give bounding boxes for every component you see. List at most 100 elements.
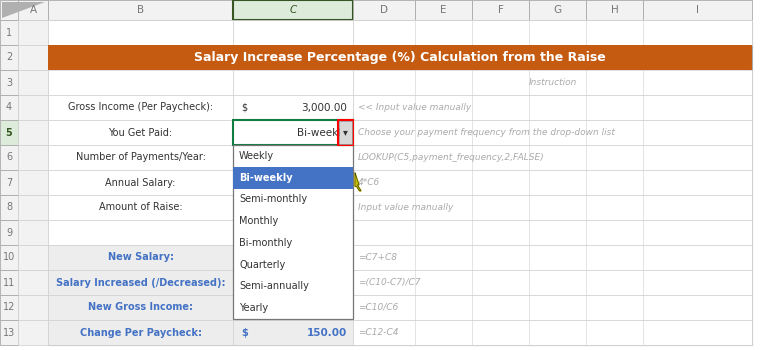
Bar bbox=[18, 245, 48, 270]
Bar bbox=[353, 245, 752, 270]
Bar bbox=[233, 220, 353, 245]
Bar bbox=[0, 20, 18, 45]
Text: 9: 9 bbox=[6, 228, 12, 238]
Bar bbox=[472, 0, 529, 20]
Text: Choose your payment frequency from the drop-down list: Choose your payment frequency from the d… bbox=[358, 128, 615, 137]
Bar bbox=[233, 20, 353, 45]
Bar bbox=[0, 120, 18, 145]
Bar bbox=[18, 95, 48, 120]
Text: 3: 3 bbox=[6, 77, 12, 88]
Bar bbox=[48, 70, 233, 95]
Text: =C10/C6: =C10/C6 bbox=[358, 303, 398, 312]
Bar bbox=[233, 270, 353, 295]
Bar bbox=[586, 0, 643, 20]
Text: Change Per Paycheck:: Change Per Paycheck: bbox=[80, 328, 201, 337]
Text: H: H bbox=[611, 5, 618, 15]
Text: Salary Increase Percentage (%) Calculation from the Raise: Salary Increase Percentage (%) Calculati… bbox=[194, 51, 606, 64]
Bar bbox=[48, 295, 233, 320]
Text: Monthly: Monthly bbox=[239, 216, 278, 226]
Text: E: E bbox=[440, 5, 447, 15]
Text: Instruction: Instruction bbox=[528, 78, 577, 87]
Bar bbox=[233, 170, 353, 195]
Bar bbox=[353, 295, 752, 320]
Text: 13: 13 bbox=[3, 328, 15, 337]
Bar bbox=[18, 70, 48, 95]
Text: 6: 6 bbox=[6, 153, 12, 162]
Bar bbox=[233, 70, 353, 95]
Bar bbox=[48, 45, 752, 70]
Bar bbox=[353, 145, 752, 170]
Text: LOOKUP(C5,payment_frequency,2,FALSE): LOOKUP(C5,payment_frequency,2,FALSE) bbox=[358, 153, 545, 162]
Bar bbox=[0, 0, 48, 20]
Text: Semi-monthly: Semi-monthly bbox=[239, 194, 307, 204]
Text: Bi-monthly: Bi-monthly bbox=[239, 238, 293, 248]
Text: New Gross Income:: New Gross Income: bbox=[88, 302, 193, 313]
Text: =C7+C8: =C7+C8 bbox=[358, 253, 397, 262]
Bar bbox=[415, 0, 472, 20]
Text: $: $ bbox=[241, 252, 248, 262]
Bar bbox=[48, 20, 233, 45]
Bar bbox=[233, 120, 353, 145]
Text: $: $ bbox=[241, 302, 248, 313]
Bar bbox=[0, 270, 18, 295]
Bar bbox=[353, 20, 752, 45]
Text: Bi-weekly: Bi-weekly bbox=[239, 173, 293, 183]
Text: Yearly: Yearly bbox=[239, 303, 268, 313]
Bar bbox=[48, 120, 233, 145]
Bar bbox=[353, 95, 752, 120]
Text: You Get Paid:: You Get Paid: bbox=[108, 127, 173, 138]
Bar bbox=[353, 270, 752, 295]
Bar bbox=[353, 0, 415, 20]
Bar bbox=[48, 320, 233, 345]
Text: 11: 11 bbox=[3, 278, 15, 287]
Bar bbox=[0, 45, 18, 70]
Text: 10: 10 bbox=[3, 252, 15, 262]
Bar bbox=[18, 220, 48, 245]
Text: C: C bbox=[290, 5, 296, 15]
Bar bbox=[0, 95, 18, 120]
Bar bbox=[233, 145, 353, 170]
Text: $: $ bbox=[241, 103, 247, 112]
Text: Gross Income (Per Paycheck):: Gross Income (Per Paycheck): bbox=[68, 103, 213, 112]
Text: 8: 8 bbox=[6, 203, 12, 212]
Bar bbox=[0, 320, 18, 345]
Bar bbox=[18, 0, 48, 20]
Bar bbox=[18, 170, 48, 195]
Bar bbox=[18, 120, 48, 145]
Bar bbox=[233, 167, 353, 189]
Bar bbox=[18, 270, 48, 295]
Text: 3,150.00: 3,150.00 bbox=[296, 302, 347, 313]
Bar bbox=[233, 195, 353, 220]
Bar bbox=[233, 95, 353, 120]
Bar bbox=[353, 170, 752, 195]
Polygon shape bbox=[355, 173, 361, 191]
Bar bbox=[48, 245, 233, 270]
Bar bbox=[233, 295, 353, 320]
Text: 150.00: 150.00 bbox=[306, 328, 347, 337]
Text: 4: 4 bbox=[6, 103, 12, 112]
Text: 2: 2 bbox=[6, 52, 12, 63]
Bar bbox=[233, 0, 353, 20]
Bar bbox=[18, 320, 48, 345]
Text: F: F bbox=[498, 5, 503, 15]
Polygon shape bbox=[2, 2, 45, 18]
Bar bbox=[643, 0, 752, 20]
Bar bbox=[0, 145, 18, 170]
Text: 4*C6: 4*C6 bbox=[358, 178, 381, 187]
Text: ▾: ▾ bbox=[343, 127, 348, 138]
Bar bbox=[353, 70, 752, 95]
Text: =(C10-C7)/C7: =(C10-C7)/C7 bbox=[358, 278, 421, 287]
Bar bbox=[353, 195, 752, 220]
Text: Bi-weekly: Bi-weekly bbox=[296, 127, 347, 138]
Bar bbox=[0, 220, 18, 245]
Bar bbox=[353, 220, 752, 245]
Text: 1: 1 bbox=[6, 28, 12, 37]
Text: =C12-C4: =C12-C4 bbox=[358, 328, 398, 337]
Bar bbox=[48, 170, 233, 195]
Bar bbox=[48, 270, 233, 295]
Text: 12: 12 bbox=[3, 302, 15, 313]
Bar bbox=[0, 295, 18, 320]
Text: D: D bbox=[380, 5, 388, 15]
Bar bbox=[18, 45, 48, 70]
Text: 5.00%: 5.00% bbox=[311, 278, 347, 287]
